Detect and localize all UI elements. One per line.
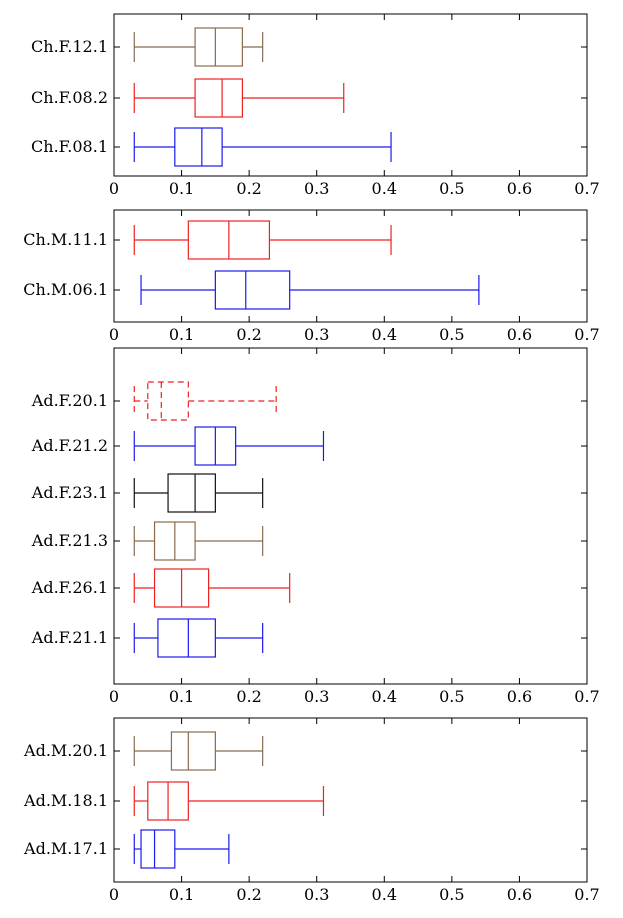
x-tick-label: 0.5 [439,179,464,198]
panel-2: 0 0.1 0.2 0.3 0.4 0.5 0.6 0.7 Ch.M.11.1 Ch.M.06.1 [23,209,600,344]
category-label: Ad.F.26.1 [31,578,108,597]
x-tick-label: 0.6 [507,179,532,198]
iqr-box [167,473,216,513]
box-plot-ch-f-08-2: Ch.F.08.2 [31,78,587,118]
x-tick-label: 0.2 [236,325,261,344]
box-plot-ad-f-21-1: Ad.F.21.1 [31,618,587,658]
x-tick-label: 0.3 [304,179,329,198]
box-plot-ch-f-08-1: Ch.F.08.1 [31,127,587,167]
category-label: Ad.F.23.1 [31,483,108,502]
box-plot-ad-f-26-1: Ad.F.26.1 [31,568,587,608]
category-label: Ad.F.20.1 [31,391,108,410]
x-tick-label: 0 [109,687,119,706]
x-tick-label: 0.5 [439,687,464,706]
x-tick-label: 0.1 [169,687,194,706]
x-tick-label: 0.7 [574,885,599,904]
category-label: Ch.F.12.1 [31,37,108,56]
panel-1: 0 0.1 0.2 0.3 0.4 0.5 0.6 0.7 Ch.F.12.1 Ch.F.08.2… [31,13,600,198]
x-tick-label: 0.3 [304,885,329,904]
box-plot-ch-m-11-1: Ch.M.11.1 [23,220,587,260]
box-plot-ad-f-23-1: Ad.F.23.1 [31,473,587,513]
panel-frame [113,717,588,883]
panel-4: 0 0.1 0.2 0.3 0.4 0.5 0.6 0.7 Ad.M.20.1 Ad.M.18.1… [23,717,600,904]
x-tick-label: 0.5 [439,325,464,344]
iqr-box [147,381,189,421]
x-tick-label: 0 [109,325,119,344]
box-plot-ad-f-21-2: Ad.F.21.2 [31,426,587,466]
x-tick-label: 0.6 [507,687,532,706]
x-tick-label: 0.1 [169,325,194,344]
iqr-box [194,78,243,118]
box-plot-ch-f-12-1: Ch.F.12.1 [31,27,587,67]
iqr-box [214,270,291,310]
box-plot-ad-m-17-1: Ad.M.17.1 [23,829,587,869]
category-label: Ad.M.17.1 [23,839,108,858]
x-tick-label: 0.4 [372,885,397,904]
x-tick-label: 0.3 [304,687,329,706]
x-tick-label: 0.7 [574,687,599,706]
x-tick-label: 0.2 [236,687,261,706]
iqr-box [140,829,176,869]
category-label: Ch.F.08.1 [31,137,108,156]
x-tick-label: 0.3 [304,325,329,344]
x-tick-label: 0.7 [574,179,599,198]
x-tick-label: 0.4 [372,325,397,344]
x-tick-label: 0.5 [439,885,464,904]
x-tick-label: 0.2 [236,179,261,198]
x-tick-label: 0.4 [372,179,397,198]
box-plot-ad-f-21-3: Ad.F.21.3 [31,521,587,561]
box-plot-ad-m-18-1: Ad.M.18.1 [23,781,587,821]
box-plot-ad-m-20-1: Ad.M.20.1 [23,731,587,771]
iqr-box [170,731,216,771]
x-tick-label: 0.1 [169,179,194,198]
panel-frame [113,13,588,177]
x-tick-label: 0 [109,179,119,198]
x-tick-label: 0.6 [507,325,532,344]
x-tick-label: 0.4 [372,687,397,706]
x-tick-label: 0.7 [574,325,599,344]
category-label: Ad.M.20.1 [23,741,108,760]
category-label: Ad.M.18.1 [23,791,108,810]
x-tick-label: 0.2 [236,885,261,904]
panel-3: 0 0.1 0.2 0.3 0.4 0.5 0.6 0.7 Ad.F.20.1 Ad.F.21.2… [31,347,600,706]
iqr-box [174,127,223,167]
box-plot-ch-m-06-1: Ch.M.06.1 [23,270,587,310]
x-tick-label: 0.1 [169,885,194,904]
category-label: Ch.M.11.1 [23,230,108,249]
x-tick-label: 0 [109,885,119,904]
category-label: Ch.M.06.1 [23,280,108,299]
category-label: Ad.F.21.2 [31,436,108,455]
panel-frame [113,209,588,323]
box-plot-ad-f-20-1: Ad.F.20.1 [31,381,587,421]
x-tick-label: 0.6 [507,885,532,904]
iqr-box [194,27,243,67]
category-label: Ad.F.21.1 [31,628,108,647]
category-label: Ad.F.21.3 [31,531,108,550]
category-label: Ch.F.08.2 [31,88,108,107]
iqr-box [157,618,216,658]
panel-frame [113,347,588,685]
